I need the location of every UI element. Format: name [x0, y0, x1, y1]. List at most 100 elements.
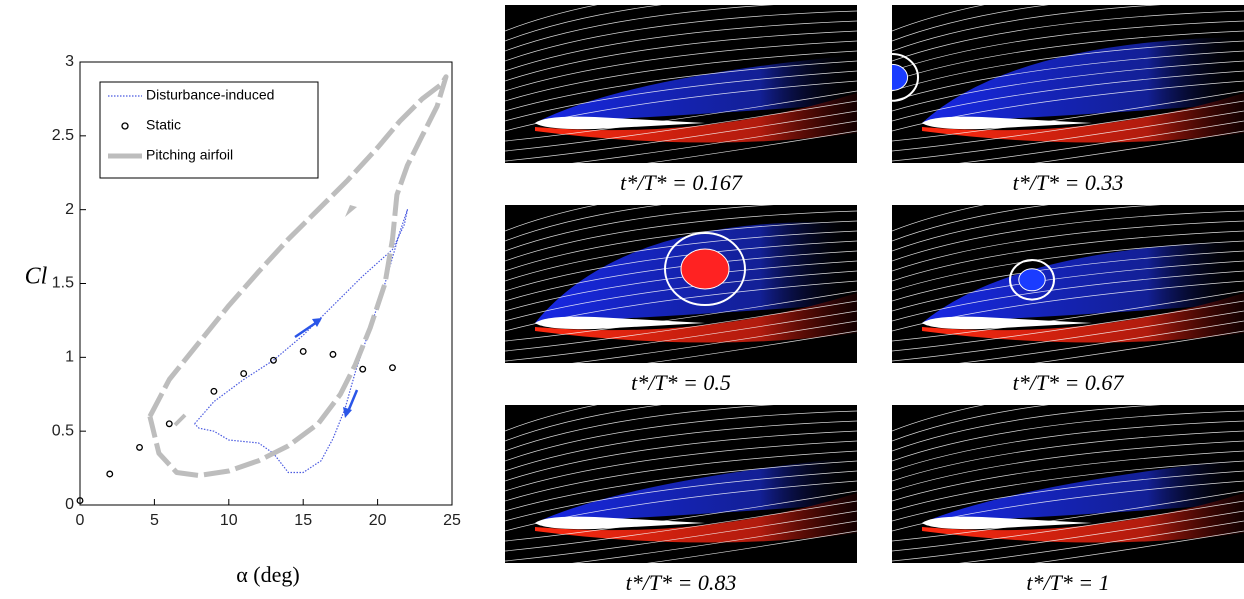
streamline [892, 450, 1244, 502]
streamline [505, 70, 857, 122]
flow-panel [505, 205, 857, 363]
streamline [505, 510, 857, 562]
streamline [505, 300, 857, 352]
streamline [892, 440, 1244, 492]
static-point [210, 387, 218, 395]
streamline [892, 500, 1244, 552]
streamline [572, 520, 857, 563]
streamline [892, 300, 1244, 352]
static-point [299, 347, 307, 355]
streamline [505, 410, 857, 462]
x-tick-label: 20 [369, 512, 387, 529]
airfoil [535, 116, 705, 130]
plot: 0 5 10 15 20 25 0 0.5 1 1.5 2 2.5 3 Disturbance-induc… [52, 53, 461, 529]
vorticity-red [535, 293, 857, 343]
streamline [505, 405, 598, 432]
streamline [505, 220, 857, 272]
arrow [173, 413, 187, 427]
streamline [892, 30, 1244, 82]
streamline [959, 520, 1244, 563]
streamline [892, 220, 1244, 272]
streamline [505, 420, 857, 472]
static-point [359, 365, 367, 373]
airfoil [922, 316, 1092, 330]
vortex [892, 53, 919, 102]
streamline [892, 5, 1049, 42]
vortex-core [680, 248, 730, 290]
streamline [505, 470, 857, 522]
x-tick-label: 5 [150, 512, 159, 529]
streamline [1033, 530, 1244, 563]
static-point [240, 370, 248, 378]
streamline [892, 100, 1244, 152]
streamline [959, 320, 1244, 363]
streamline [505, 405, 775, 452]
streamline [505, 230, 857, 282]
streamline [1033, 330, 1244, 363]
x-axis-label: α (deg) [236, 562, 299, 587]
y-tick-label: 0 [65, 496, 74, 513]
flow-panel [892, 5, 1244, 163]
streamline [892, 60, 1244, 112]
streamline [505, 5, 598, 32]
streamline [892, 510, 1244, 562]
arrow-head [345, 205, 357, 217]
streamline [892, 240, 1244, 292]
vortex [1009, 259, 1055, 301]
y-axis-label: Cl [25, 264, 48, 290]
streamline [892, 205, 985, 232]
flow-panel [892, 405, 1244, 563]
streamline [892, 405, 985, 432]
vorticity-red [922, 93, 1244, 143]
streamline [892, 310, 1244, 362]
streamline [505, 60, 857, 112]
streamline [892, 40, 1244, 92]
streamline [646, 130, 857, 163]
streamline [505, 500, 857, 552]
streamline [892, 410, 1244, 462]
static-point [136, 443, 143, 451]
panel-caption: t*/T* = 0.167 [620, 170, 743, 195]
streamline [505, 110, 857, 162]
y-tick-label: 2.5 [52, 127, 74, 144]
streamline [505, 250, 857, 302]
flow-panel [505, 5, 857, 163]
arrows [173, 205, 359, 427]
streamline [892, 430, 1244, 482]
streamline [505, 100, 857, 152]
streamline [505, 450, 857, 502]
static-point [389, 364, 396, 372]
streamline [505, 205, 662, 242]
streamline [505, 5, 662, 42]
streamline [505, 405, 662, 442]
streamline [505, 20, 857, 72]
panel-caption: t*/T* = 0.83 [626, 570, 737, 595]
streamline [892, 460, 1244, 512]
x-tick-label: 25 [443, 512, 461, 529]
y-tick-label: 2 [65, 201, 74, 218]
streamline [505, 460, 857, 512]
arrow-head [343, 407, 352, 418]
vorticity-blue [922, 241, 1244, 323]
streamline [505, 240, 857, 292]
vortex-core [892, 63, 909, 91]
streamline [505, 30, 857, 82]
airfoil [535, 316, 705, 330]
legend-label: Pitching airfoil [146, 147, 233, 163]
streamline [892, 205, 1049, 242]
flow-panel [892, 205, 1244, 363]
legend-swatch [121, 122, 129, 130]
vorticity-blue [922, 459, 1244, 523]
legend-label: Static [146, 117, 181, 133]
legend [99, 81, 319, 179]
streamline [892, 210, 1244, 262]
streamline [892, 420, 1244, 472]
streamline [892, 50, 1244, 102]
streamline [505, 310, 857, 362]
panel-caption: t*/T* = 0.5 [631, 370, 731, 395]
streamline [959, 120, 1244, 163]
streamline [505, 50, 857, 102]
streamline [646, 530, 857, 563]
vortex [664, 232, 746, 306]
streamline [505, 205, 775, 252]
